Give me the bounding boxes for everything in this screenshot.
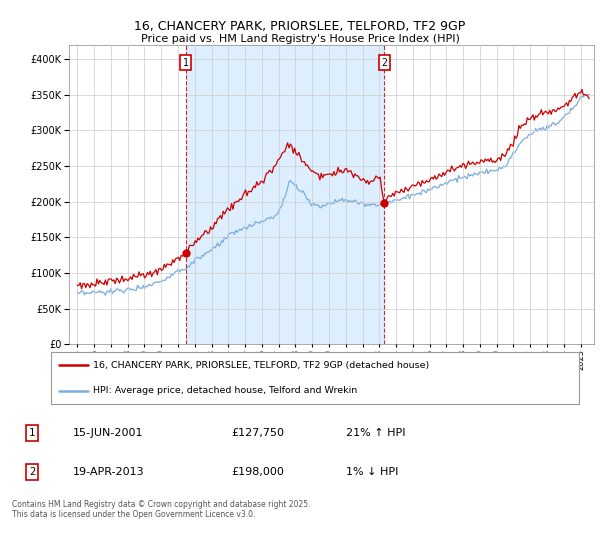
Text: 1% ↓ HPI: 1% ↓ HPI bbox=[346, 467, 398, 477]
Text: HPI: Average price, detached house, Telford and Wrekin: HPI: Average price, detached house, Telf… bbox=[94, 386, 358, 395]
Text: 21% ↑ HPI: 21% ↑ HPI bbox=[346, 428, 406, 437]
Text: £127,750: £127,750 bbox=[231, 428, 284, 437]
Text: Price paid vs. HM Land Registry's House Price Index (HPI): Price paid vs. HM Land Registry's House … bbox=[140, 34, 460, 44]
Text: 1: 1 bbox=[183, 58, 188, 68]
Text: 2: 2 bbox=[381, 58, 387, 68]
Text: 19-APR-2013: 19-APR-2013 bbox=[73, 467, 144, 477]
Text: 15-JUN-2001: 15-JUN-2001 bbox=[73, 428, 143, 437]
Text: Contains HM Land Registry data © Crown copyright and database right 2025.
This d: Contains HM Land Registry data © Crown c… bbox=[12, 500, 311, 519]
Bar bbox=[186, 45, 384, 344]
Text: 1: 1 bbox=[29, 428, 35, 437]
Text: 16, CHANCERY PARK, PRIORSLEE, TELFORD, TF2 9GP (detached house): 16, CHANCERY PARK, PRIORSLEE, TELFORD, T… bbox=[94, 361, 430, 370]
FancyBboxPatch shape bbox=[50, 352, 580, 404]
Text: 16, CHANCERY PARK, PRIORSLEE, TELFORD, TF2 9GP: 16, CHANCERY PARK, PRIORSLEE, TELFORD, T… bbox=[134, 20, 466, 32]
Text: £198,000: £198,000 bbox=[231, 467, 284, 477]
Text: 2: 2 bbox=[29, 467, 35, 477]
